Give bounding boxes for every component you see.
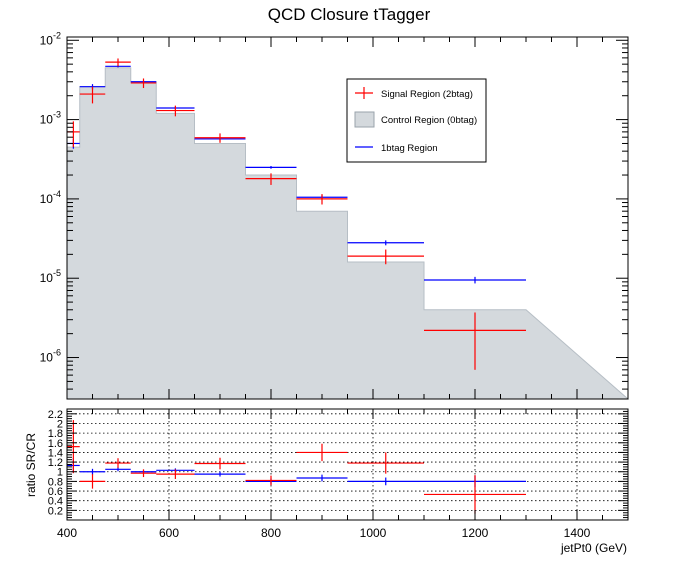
chart-title: QCD Closure tTagger	[268, 5, 431, 24]
ratio-frame	[66, 408, 629, 521]
legend-label-control: Control Region (0btag)	[381, 115, 477, 126]
ratio-y-tick-label-7: 1.6	[48, 438, 63, 450]
legend: Signal Region (2btag) Control Region (0b…	[346, 78, 487, 163]
y-tick-label-3: 10-5	[40, 268, 61, 285]
ratio-grid	[66, 409, 628, 520]
ratio-panel: 0.20.40.60.811.21.41.61.822.2 400 600 800 10…	[48, 408, 629, 540]
ratio-y-axis-label: ratio SR/CR	[24, 433, 38, 497]
ratio-y-tick-label-4: 1	[57, 467, 63, 479]
y-tick-label-2: 10-4	[40, 189, 61, 206]
ratio-y-tick-label-3: 0.8	[48, 476, 63, 488]
x-axis-label: jetPt0 (GeV)	[560, 541, 627, 555]
ratio-y-tick-label-8: 1.8	[48, 428, 63, 440]
y-tick-label-4: 10-6	[40, 348, 61, 365]
ratio-y-tick-label-9: 2	[57, 418, 63, 430]
top-axes: 10-2 10-3 10-4 10-5 10-6	[40, 30, 629, 400]
legend-label-1btag: 1btag Region	[381, 143, 438, 154]
x-tick-label-5: 1400	[564, 526, 591, 540]
legend-label-signal: Signal Region (2btag)	[381, 89, 473, 100]
x-tick-label-3: 1000	[360, 526, 387, 540]
ratio-y-tick-label-0: 0.2	[48, 505, 63, 517]
ratio-y-tick-label-5: 1.2	[48, 457, 63, 469]
ratio-series-layer	[67, 420, 526, 514]
ratio-y-tick-label-1: 0.4	[48, 496, 63, 508]
ratio-axes: 0.20.40.60.811.21.41.61.822.2 400 600 800 10…	[48, 408, 629, 540]
top-series-layer	[67, 58, 526, 370]
ratio-y-tick-label-2: 0.6	[48, 486, 63, 498]
ratio-y-tick-label-10: 2.2	[48, 409, 63, 421]
ratio-y-tick-label-6: 1.4	[48, 447, 63, 459]
y-tick-label-0: 10-2	[40, 30, 61, 47]
y-tick-label-1: 10-3	[40, 110, 61, 127]
x-tick-label-0: 400	[57, 526, 77, 540]
x-tick-label-4: 1200	[462, 526, 489, 540]
legend-swatch-control	[354, 111, 375, 128]
top-panel: 10-2 10-3 10-4 10-5 10-6	[40, 30, 630, 400]
x-tick-label-1: 600	[159, 526, 179, 540]
x-tick-label-2: 800	[261, 526, 281, 540]
